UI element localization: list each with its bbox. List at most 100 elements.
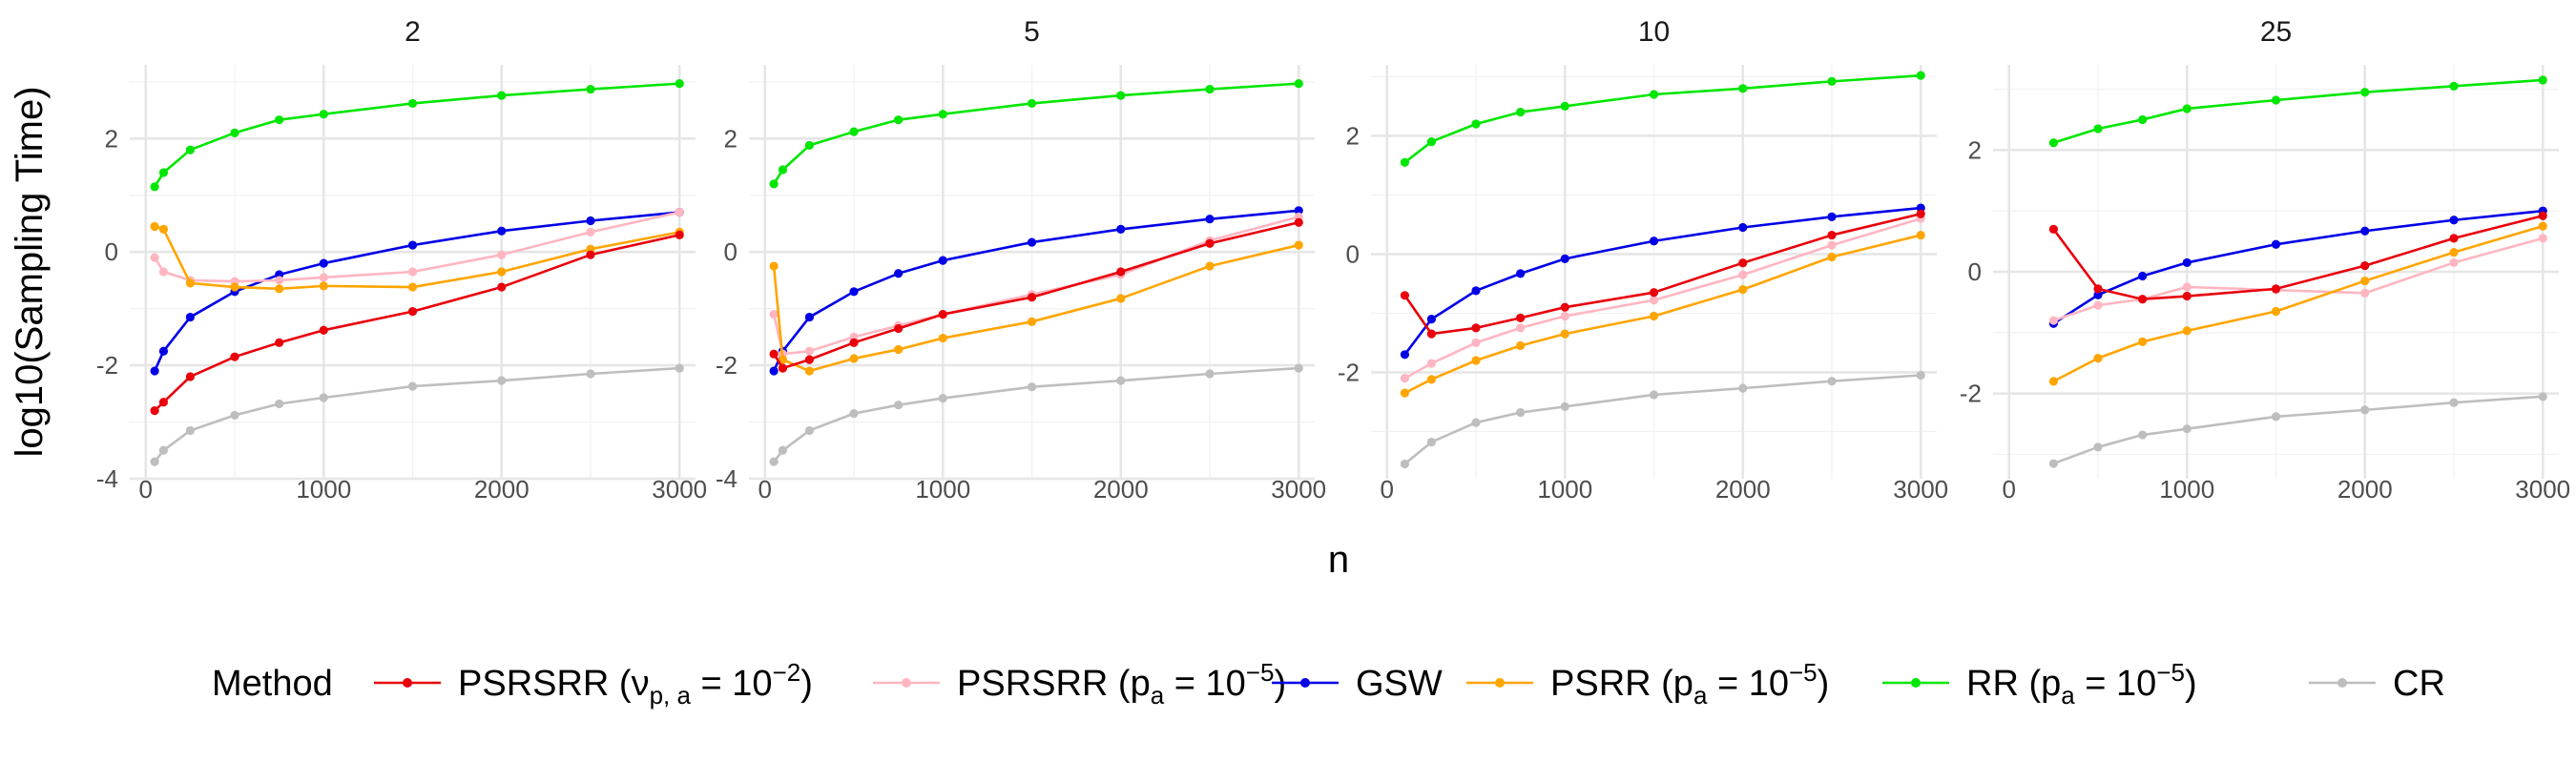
data-point [407,267,418,277]
y-tick-label: 0 [105,237,118,266]
data-point [849,287,859,297]
data-point [1205,238,1215,248]
data-point [150,406,159,416]
legend-item-psrr: PSRR (pa = 10−5) [1466,658,1829,710]
data-point [150,457,159,466]
data-point [1400,157,1410,167]
data-point [1400,350,1410,360]
data-point [778,363,788,373]
data-point [1116,224,1126,235]
data-point [2048,459,2059,468]
data-point [1916,230,1925,240]
data-point [778,165,788,175]
data-point [769,261,779,271]
facet-title: 5 [1024,16,1040,48]
legend-key-point [1911,678,1921,688]
data-point [150,253,159,262]
data-point [185,312,196,322]
data-point [1738,222,1748,233]
data-point [1027,98,1037,109]
y-tick-label: 2 [105,124,118,153]
series-line [1403,73,1922,164]
data-point [2048,377,2059,386]
legend-label: GSW [1356,664,1443,704]
y-tick-label: 2 [1968,135,1982,164]
series-cr [769,363,1303,466]
series-line [154,366,680,463]
legend-key-point [902,678,911,688]
data-point [2182,291,2192,301]
data-point [1426,329,1437,339]
data-point [158,398,169,407]
data-point [1116,91,1126,100]
data-point [2538,234,2547,243]
data-point [1116,294,1126,303]
series-gsw [150,207,684,376]
series-gsw [769,206,1303,376]
data-point [1560,329,1569,339]
data-point [1205,84,1215,94]
y-tick-label: -2 [716,351,737,380]
data-point [1294,206,1303,216]
legend-key-point [1495,678,1505,688]
data-point [2138,337,2148,346]
data-point [1471,286,1481,296]
series-cr [1400,370,1925,469]
data-point [2449,247,2459,257]
data-point [675,207,684,217]
data-point [1116,376,1126,385]
data-point [1027,317,1037,326]
series-psrsrr_pa [150,207,684,286]
data-point [586,84,595,94]
legend-label: PSRSRR (pa = 10−5) [957,658,1286,710]
series-line [154,225,680,291]
legend-key-point [403,678,412,688]
data-point [1649,90,1659,99]
data-point [1471,323,1481,333]
y-tick-label: -2 [1338,358,1360,386]
series-line [1403,234,1922,395]
legend-item-psrsrr_pa: PSRSRR (pa = 10−5) [873,658,1286,710]
legend-label: RR (pa = 10−5) [1966,658,2197,710]
data-point [1400,388,1410,398]
x-tick-label: 0 [758,475,772,504]
series-line [153,211,680,372]
series-line [2052,209,2544,325]
series-line [772,243,1299,373]
x-axis-title: n [1328,539,1349,581]
y-tick-label: 0 [724,237,737,266]
series-line [154,82,680,188]
data-point [2138,114,2148,125]
data-point [407,307,418,317]
data-point [1560,401,1569,411]
data-point [1027,382,1037,392]
data-point [938,333,947,343]
data-point [2093,354,2103,363]
data-point [1516,340,1526,351]
data-point [158,168,169,177]
y-tick-label: 0 [1346,239,1360,268]
data-point [2449,216,2459,225]
data-point [1827,377,1837,386]
series-psrr [1400,230,1925,398]
data-point [275,276,284,285]
data-point [2360,261,2370,271]
series-line [773,366,1299,463]
x-tick-label: 0 [139,475,153,504]
data-point [894,323,904,334]
y-tick-label: -4 [716,464,737,493]
data-point [1516,313,1526,322]
series-psrsrr_pa [1400,214,1925,383]
y-axis-title: log10(Sampling Time) [9,86,51,457]
y-tick-label: -2 [1960,380,1982,408]
y-tick-label: 2 [1346,121,1360,150]
data-point [1738,258,1748,268]
data-point [2449,398,2459,407]
data-point [804,355,815,364]
legend-item-gsw: GSW [1272,664,1443,704]
panel-25: 0 1000 2000 3000 -2 0 2 25 [1960,16,2570,504]
data-point [158,445,169,455]
data-point [938,256,947,265]
